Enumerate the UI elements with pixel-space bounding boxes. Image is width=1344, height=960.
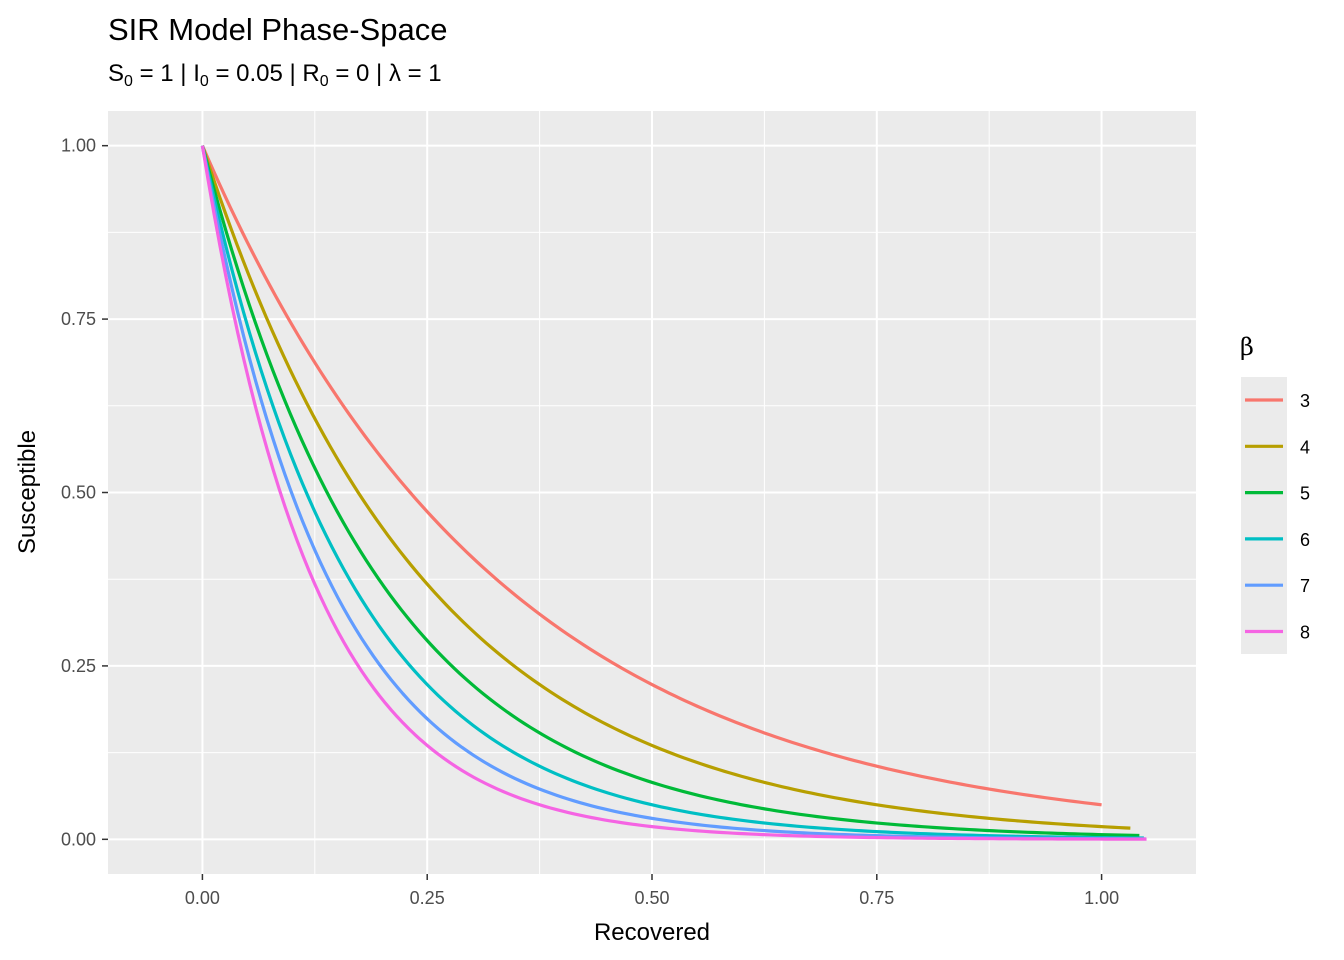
subtitle-r-subscript: 0 — [319, 73, 329, 90]
series-line-beta-3 — [200, 145, 1102, 807]
subtitle-r-label: R — [302, 60, 320, 87]
y-tick-label: 0.25 — [61, 656, 96, 676]
subtitle-i-label: I — [193, 60, 200, 87]
legend-label-beta-6: 6 — [1300, 530, 1310, 550]
subtitle-lambda: λ = 1 — [388, 60, 442, 87]
series-line-beta-6 — [200, 145, 1144, 840]
subtitle-i-subscript: 0 — [199, 73, 209, 90]
legend-label-beta-5: 5 — [1300, 484, 1310, 504]
series-lines — [200, 145, 1147, 841]
y-tick-label: 0.75 — [61, 309, 96, 329]
legend: β 3 4 5 6 7 8 — [1240, 333, 1310, 654]
x-axis: 0.00 0.25 0.50 0.75 1.00 — [185, 874, 1119, 908]
legend-label-beta-4: 4 — [1300, 437, 1310, 457]
legend-label-beta-3: 3 — [1300, 391, 1310, 411]
series-line-beta-4 — [200, 145, 1131, 830]
legend-title: β — [1240, 333, 1254, 361]
legend-label-beta-7: 7 — [1300, 576, 1310, 596]
series-line-beta-8 — [200, 145, 1147, 841]
subtitle-i-value: = 0.05 | — [208, 60, 303, 87]
series-line-beta-5 — [200, 145, 1140, 838]
subtitle-s-subscript: 0 — [124, 73, 133, 90]
legend-key-background — [1241, 377, 1287, 654]
chart-subtitle: S0 = 1 | I0 = 0.05 | R0 = 0 | λ = 1 — [108, 60, 442, 90]
subtitle-r-value: = 0 | — [328, 60, 389, 87]
y-tick-label: 0.00 — [61, 829, 96, 849]
x-tick-label: 0.25 — [410, 888, 445, 908]
x-axis-title: Recovered — [594, 919, 710, 946]
chart-title: SIR Model Phase-Space — [108, 12, 448, 47]
subtitle-s-label: S — [108, 60, 125, 87]
x-tick-label: 1.00 — [1084, 888, 1119, 908]
y-axis: 0.00 0.25 0.50 0.75 1.00 — [61, 136, 108, 849]
y-axis-title: Susceptible — [14, 430, 41, 554]
x-tick-label: 0.75 — [859, 888, 894, 908]
x-tick-label: 0.50 — [634, 888, 669, 908]
x-tick-label: 0.00 — [185, 888, 220, 908]
y-tick-label: 1.00 — [61, 136, 96, 156]
subtitle-s-value: = 1 | — [132, 60, 194, 87]
legend-label-beta-8: 8 — [1300, 623, 1310, 643]
y-tick-label: 0.50 — [61, 483, 96, 503]
legend-items: 3 4 5 6 7 8 — [1245, 391, 1310, 643]
